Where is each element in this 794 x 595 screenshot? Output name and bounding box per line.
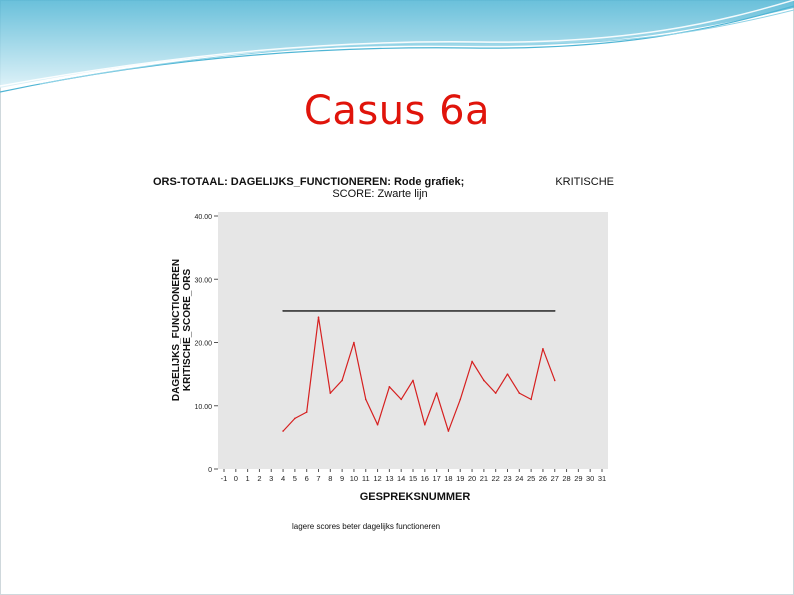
x-tick-label: 0 bbox=[234, 474, 238, 483]
x-tick-label: 3 bbox=[269, 474, 273, 483]
x-tick-label: 31 bbox=[598, 474, 606, 483]
x-tick-label: 2 bbox=[257, 474, 261, 483]
x-tick-label: 29 bbox=[574, 474, 582, 483]
chart-title-line2: SCORE: Zwarte lijn bbox=[332, 188, 427, 200]
data-point bbox=[388, 385, 391, 388]
x-tick-label: 20 bbox=[468, 474, 476, 483]
x-tick-label: -1 bbox=[221, 474, 228, 483]
x-tick-label: 12 bbox=[373, 474, 381, 483]
series-layer bbox=[282, 310, 556, 432]
x-axis-label: GESPREKSNUMMER bbox=[360, 491, 471, 503]
x-tick-label: 16 bbox=[421, 474, 429, 483]
x-tick-label: 22 bbox=[492, 474, 500, 483]
series-line-dagelijks-functioneren bbox=[282, 316, 556, 432]
y-axis-label-1: DAGELIJKS_FUNCTIONEREN bbox=[171, 259, 182, 401]
x-tick-label: 15 bbox=[409, 474, 417, 483]
data-point bbox=[329, 392, 332, 394]
x-axis-ticks: -1 0 1 2 3 4 5 6 7 8 9 10 11 12 13 14 15 16 17 18 19 20 21 22 23… bbox=[221, 469, 606, 483]
x-tick-label: 9 bbox=[340, 474, 344, 483]
y-axis-label-2: KRITISCHE_SCORE_ORS bbox=[182, 269, 193, 392]
chart-title-left: ORS-TOTAAL: DAGELIJKS_FUNCTIONEREN: Rode… bbox=[153, 176, 464, 188]
data-point bbox=[553, 379, 556, 382]
data-point bbox=[364, 398, 367, 401]
data-point bbox=[353, 341, 355, 344]
x-tick-label: 10 bbox=[350, 474, 358, 483]
line-chart: ORS-TOTAAL: DAGELIJKS_FUNCTIONEREN: Rode… bbox=[153, 176, 614, 531]
data-point bbox=[376, 423, 379, 426]
data-point bbox=[412, 379, 414, 382]
x-tick-label: 14 bbox=[397, 474, 405, 483]
x-tick-label: 7 bbox=[316, 474, 320, 483]
x-tick-label: 6 bbox=[305, 474, 309, 483]
x-tick-label: 17 bbox=[432, 474, 440, 483]
chart-title-right: KRITISCHE bbox=[555, 176, 614, 188]
data-point bbox=[282, 430, 284, 432]
x-tick-label: 1 bbox=[246, 474, 250, 483]
x-tick-label: 26 bbox=[539, 474, 547, 483]
x-tick-label: 21 bbox=[480, 474, 488, 483]
data-point bbox=[294, 417, 296, 420]
data-point bbox=[317, 316, 320, 318]
x-tick-label: 30 bbox=[586, 474, 594, 483]
plot-area bbox=[218, 212, 608, 469]
data-point bbox=[518, 392, 521, 394]
x-tick-label: 28 bbox=[562, 474, 570, 483]
data-point bbox=[341, 379, 343, 382]
data-point bbox=[542, 348, 544, 350]
x-tick-label: 27 bbox=[551, 474, 559, 483]
y-tick-label: 40.00 bbox=[194, 214, 212, 221]
y-tick-label: 30.00 bbox=[194, 277, 212, 284]
data-point bbox=[483, 379, 485, 382]
x-tick-label: 5 bbox=[293, 474, 297, 483]
data-point bbox=[553, 310, 556, 312]
y-tick-label: 20.00 bbox=[194, 341, 212, 348]
data-point bbox=[471, 360, 473, 363]
x-tick-label: 18 bbox=[444, 474, 452, 483]
x-tick-label: 23 bbox=[503, 474, 511, 483]
x-tick-label: 24 bbox=[515, 474, 523, 483]
data-point bbox=[435, 392, 438, 394]
y-tick-label: 0 bbox=[208, 467, 212, 474]
chart-footer: lagere scores beter dagelijks functioner… bbox=[292, 522, 440, 531]
y-axis-ticks: 0 10.00 20.00 30.00 40.00 bbox=[194, 214, 218, 474]
x-tick-label: 11 bbox=[362, 474, 370, 483]
data-point bbox=[400, 398, 402, 401]
y-tick-label: 10.00 bbox=[194, 404, 212, 411]
x-tick-label: 25 bbox=[527, 474, 535, 483]
data-point bbox=[530, 398, 532, 401]
data-point bbox=[282, 310, 284, 312]
slide-title: Casus 6a bbox=[303, 88, 491, 134]
data-point bbox=[424, 423, 426, 426]
data-point bbox=[459, 398, 462, 401]
data-point bbox=[305, 411, 308, 413]
header-wave-decoration bbox=[0, 0, 794, 93]
data-point bbox=[506, 373, 509, 375]
x-tick-label: 13 bbox=[385, 474, 393, 483]
data-point bbox=[494, 392, 497, 394]
x-tick-label: 8 bbox=[328, 474, 332, 483]
x-tick-label: 19 bbox=[456, 474, 464, 483]
x-tick-label: 4 bbox=[281, 474, 285, 483]
data-point bbox=[447, 430, 450, 432]
